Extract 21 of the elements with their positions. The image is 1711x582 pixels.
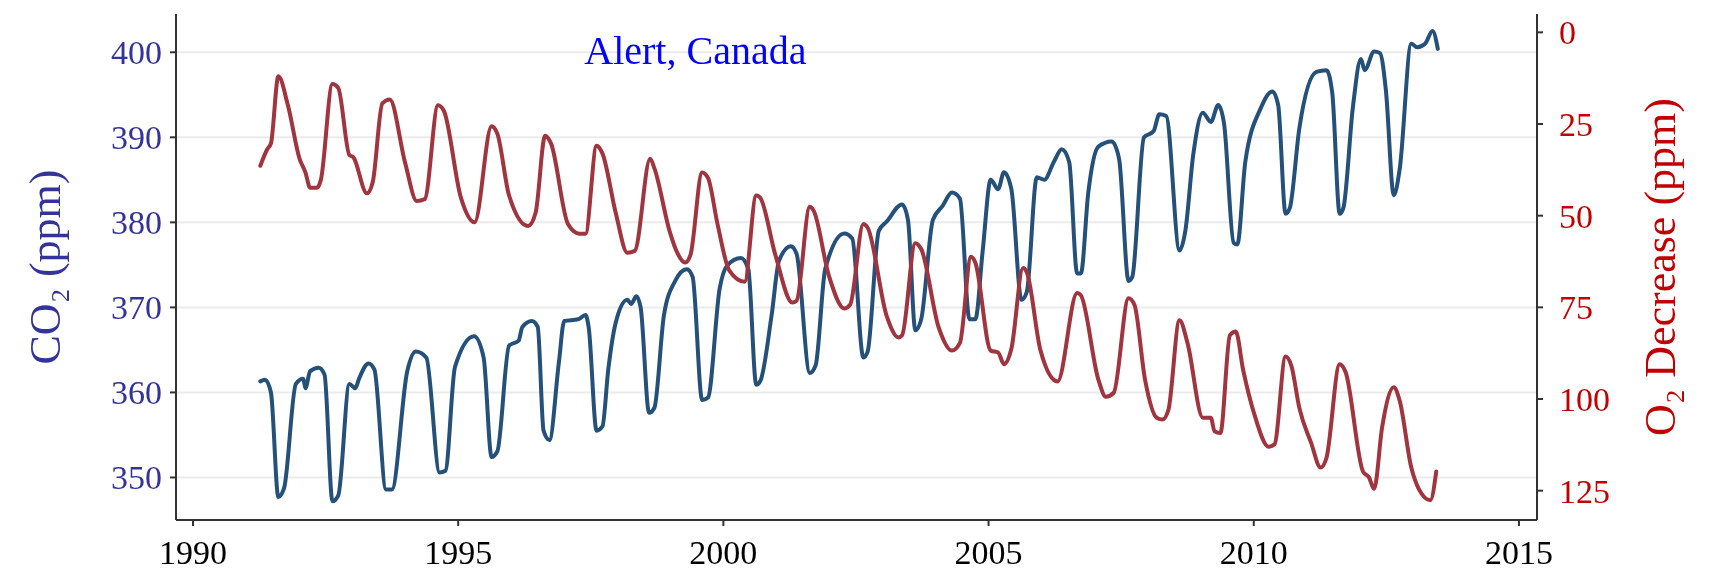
- y-tick-label: 350: [111, 459, 162, 497]
- y2-tick-label: 50: [1559, 197, 1593, 235]
- y-tick-label: 400: [111, 34, 162, 72]
- y2-tick-label: 25: [1559, 105, 1593, 143]
- y2-tick-label: 75: [1559, 289, 1593, 327]
- y2-axis-title: O₂ Decrease (ppm): [1636, 98, 1685, 436]
- y-tick-label: 360: [111, 374, 162, 412]
- y-axis-title: CO₂ (ppm): [21, 169, 70, 365]
- x-tick-label: 2010: [1219, 534, 1288, 571]
- chart-title: Alert, Canada: [584, 28, 807, 73]
- y2-tick-label: 125: [1559, 472, 1610, 510]
- x-tick-label: 1990: [158, 534, 227, 571]
- y-tick-label: 390: [111, 119, 162, 157]
- y-tick-label: 380: [111, 204, 162, 242]
- x-tick-label: 2015: [1484, 534, 1553, 571]
- y2-tick-label: 0: [1559, 14, 1576, 52]
- y2-tick-label: 100: [1559, 380, 1610, 418]
- x-tick-label: 1995: [424, 534, 493, 571]
- x-tick-label: 2000: [689, 534, 758, 571]
- y-tick-label: 370: [111, 289, 162, 327]
- x-tick-label: 2005: [954, 534, 1023, 571]
